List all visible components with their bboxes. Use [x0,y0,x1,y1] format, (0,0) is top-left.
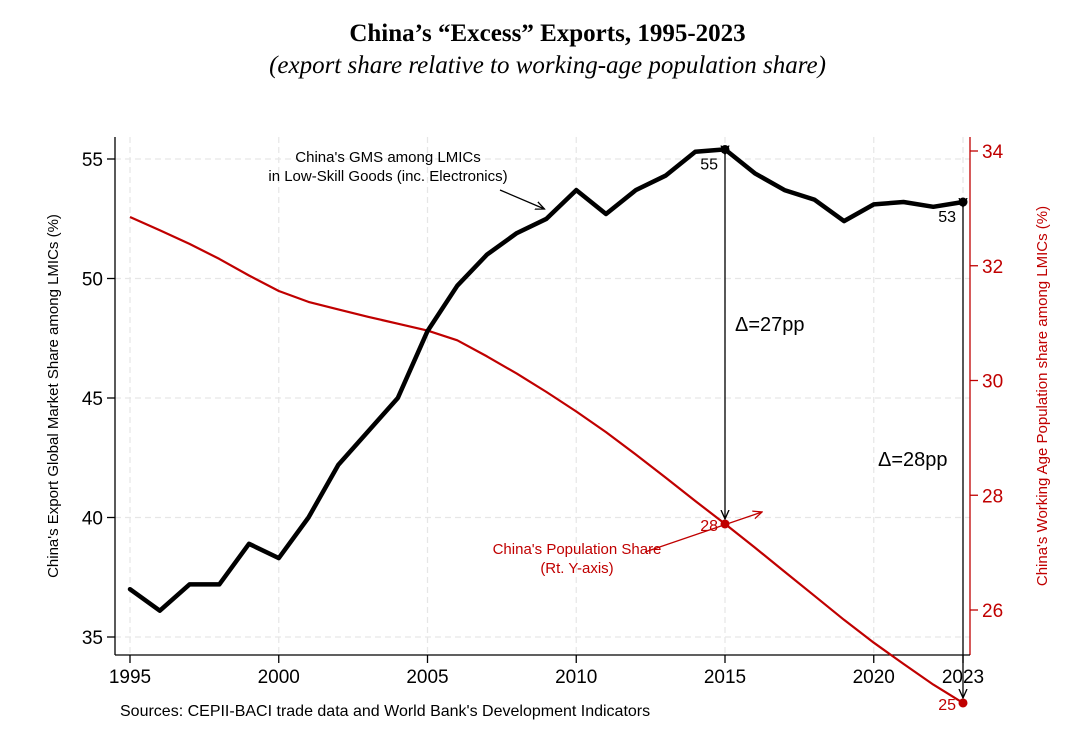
y-left-tick-label: 55 [82,150,103,171]
population-annotation-arrow [644,512,762,553]
y-left-tick-label: 40 [82,509,103,530]
y-right-tick-label: 34 [982,142,1004,163]
series-lines [127,147,966,704]
point-marker [720,519,730,529]
point-label: 25 [938,697,956,714]
population-annotation-text: (Rt. Y-axis) [540,560,613,577]
x-tick-label: 2005 [406,667,448,688]
source-note: Sources: CEPII-BACI trade data and World… [120,703,651,720]
point-label: 55 [700,156,718,173]
axes: 1995 2000 2005 2010 2015 2020 2023354045505526… [82,137,1004,688]
point-marker [720,144,730,154]
y-right-axis-title: China's Working Age Population share amo… [1034,206,1051,586]
y-left-axis-title: China's Export Global Market Share among… [45,214,62,578]
chart-subtitle: (export share relative to working-age po… [269,52,826,79]
chart-title: China’s “Excess” Exports, 1995-2023 [349,20,746,47]
x-tick-label: 1995 [109,667,151,688]
y-right-tick-label: 32 [982,257,1003,278]
axis-labels: China's Export Global Market Share among… [45,206,1051,586]
point-label: 53 [938,209,956,226]
population-share-line [129,215,964,704]
point-marker [958,197,968,207]
point-marker [958,698,968,708]
gms-line [127,147,966,613]
x-tick-label: 2020 [853,667,895,688]
y-right-tick-label: 26 [982,601,1003,622]
x-tick-label: 2000 [258,667,300,688]
gms-annotation-text: in Low-Skill Goods (inc. Electronics) [268,168,507,185]
delta-label-2015: Δ=27pp [735,314,805,336]
grid-lines [115,137,970,655]
y-left-tick-label: 50 [82,270,103,291]
delta-label-2023: Δ=28pp [878,449,948,471]
y-right-tick-label: 28 [982,486,1003,507]
y-left-tick-label: 45 [82,389,103,410]
gms-annotation-arrow [499,189,545,209]
annotations: 55 53 28 25 Δ=27pp Δ=28pp China's GMS among LM… [268,144,968,714]
population-annotation-text: China's Population Share [493,541,662,558]
y-right-tick-label: 30 [982,372,1003,393]
x-tick-label: 2010 [555,667,597,688]
x-tick-label: 2015 [704,667,746,688]
gms-annotation-text: China's GMS among LMICs [295,149,480,166]
point-label: 28 [700,518,718,535]
y-left-tick-label: 35 [82,628,103,649]
